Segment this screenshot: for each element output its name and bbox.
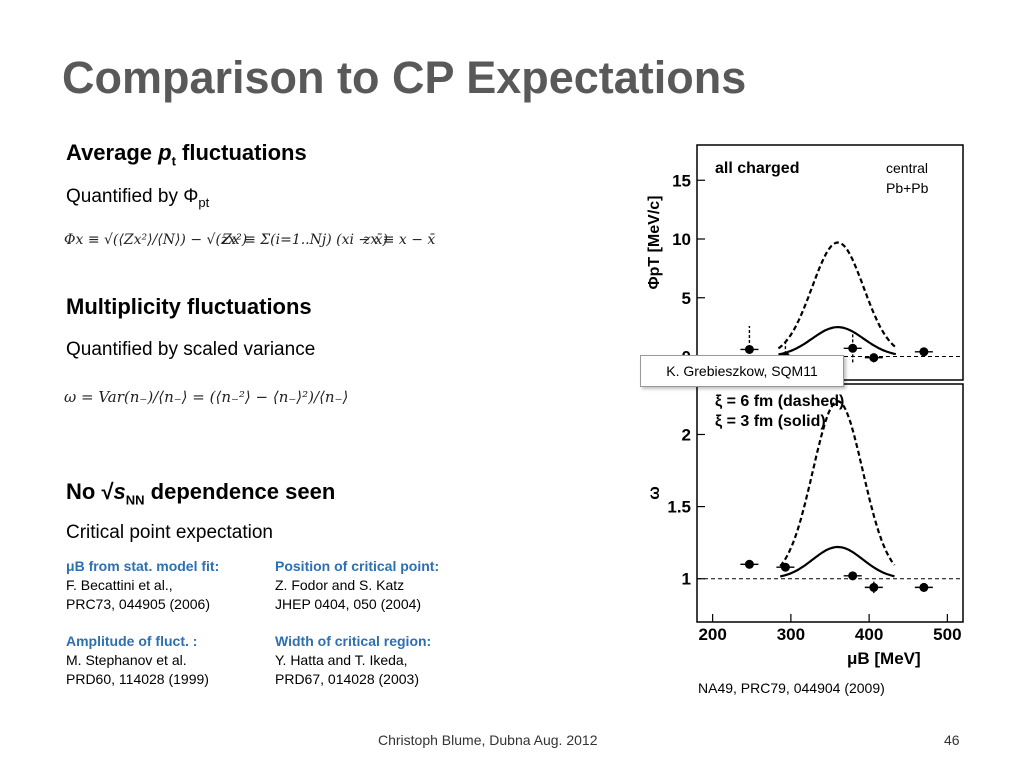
data-point bbox=[919, 582, 929, 592]
reference-line: Y. Hatta and T. Ikeda, bbox=[275, 652, 408, 668]
reference-heading: Width of critical region: bbox=[275, 633, 432, 649]
y-axis-label: ΦpT [MeV/c] bbox=[646, 195, 663, 289]
y-tick-label: 15 bbox=[672, 171, 691, 190]
heading-text: Average bbox=[66, 140, 159, 165]
pt-fluct-heading: Average pt fluctuations bbox=[66, 140, 307, 168]
reference-heading: Position of critical point: bbox=[275, 558, 440, 574]
data-point bbox=[848, 343, 858, 353]
reference-line: JHEP 0404, 050 (2004) bbox=[275, 596, 422, 612]
nodep-heading: No √sNN dependence seen bbox=[66, 479, 335, 507]
page-title: Comparison to CP Expectations bbox=[62, 52, 747, 103]
data-point bbox=[744, 344, 754, 354]
reference-line: PRD60, 114028 (1999) bbox=[66, 671, 209, 687]
x-tick-label: 200 bbox=[698, 625, 726, 644]
pbpb-label: Pb+Pb bbox=[886, 180, 929, 196]
heading-p: p bbox=[158, 140, 172, 165]
heading-text-2: fluctuations bbox=[175, 140, 307, 165]
data-point bbox=[919, 347, 929, 357]
x-tick-label: 500 bbox=[933, 625, 961, 644]
data-point bbox=[744, 559, 754, 569]
reference-line: F. Becattini et al., bbox=[66, 577, 173, 593]
heading-s: s bbox=[113, 479, 126, 504]
curve-solid bbox=[779, 545, 895, 578]
y-tick-label: 2 bbox=[682, 425, 691, 444]
legend-entry: ξ = 6 fm (dashed) bbox=[715, 393, 844, 410]
y-tick-label: 1.5 bbox=[667, 498, 691, 517]
heading-text: No √ bbox=[66, 479, 114, 504]
curve-solid bbox=[778, 325, 897, 356]
data-point bbox=[869, 353, 879, 363]
reference-line: Z. Fodor and S. Katz bbox=[275, 577, 405, 593]
x-axis-label: μB [MeV] bbox=[847, 649, 921, 668]
text-a: Quantified by Φ bbox=[66, 186, 199, 207]
chart-title: all charged bbox=[715, 160, 799, 177]
reference-width: Width of critical region: Y. Hatta and T… bbox=[275, 632, 431, 689]
reference-amplitude: Amplitude of fluct. : M. Stephanov et al… bbox=[66, 632, 209, 689]
reference-line: PRC73, 044905 (2006) bbox=[66, 596, 210, 612]
x-tick-label: 400 bbox=[855, 625, 883, 644]
legend-entry: ξ = 3 fm (solid) bbox=[715, 413, 826, 430]
heading-text-2: dependence seen bbox=[144, 479, 336, 504]
reference-mu-b: μB from stat. model fit: F. Becattini et… bbox=[66, 557, 219, 614]
page-number: 46 bbox=[944, 732, 960, 748]
heading-nn-sub: NN bbox=[125, 492, 145, 508]
reference-critical-point: Position of critical point: Z. Fodor and… bbox=[275, 557, 439, 614]
plot-credit-box: K. Grebieszkow, SQM11 bbox=[640, 355, 844, 387]
data-point bbox=[780, 562, 790, 572]
central-label: central bbox=[886, 160, 929, 176]
zx-small-formula: zx ≡ x − x̄ bbox=[363, 232, 436, 248]
reference-line: PRD67, 014028 (2003) bbox=[275, 671, 419, 687]
mult-fluct-heading: Multiplicity fluctuations bbox=[66, 294, 312, 319]
y-tick-label: 10 bbox=[672, 230, 691, 249]
phi-formula: Φx ≡ √(⟨Zx²⟩/⟨N⟩) − √(zx²) bbox=[64, 232, 248, 248]
y-tick-label: 1 bbox=[682, 570, 691, 589]
zx-formula: Zx ≡ Σ(i=1..Nj) (xi − x̄) bbox=[222, 232, 388, 248]
curve-dashed bbox=[779, 400, 896, 567]
reference-line: M. Stephanov et al. bbox=[66, 652, 187, 668]
text-sub: pt bbox=[198, 194, 210, 210]
reference-heading: Amplitude of fluct. : bbox=[66, 633, 198, 649]
pt-quantified-text: Quantified by Φpt bbox=[66, 186, 209, 210]
plot-citation: NA49, PRC79, 044904 (2009) bbox=[698, 680, 885, 696]
data-point bbox=[848, 571, 858, 581]
y-axis-label: ω bbox=[646, 486, 663, 500]
y-tick-label: 5 bbox=[682, 289, 691, 308]
data-point bbox=[869, 582, 879, 592]
x-tick-label: 300 bbox=[777, 625, 805, 644]
heading-t-sub: t bbox=[171, 153, 176, 169]
omega-formula: ω = Var(n₋)/⟨n₋⟩ = (⟨n₋²⟩ − ⟨n₋⟩²)/⟨n₋⟩ bbox=[64, 388, 349, 406]
footer-author: Christoph Blume, Dubna Aug. 2012 bbox=[378, 732, 598, 748]
cp-expectation-text: Critical point expectation bbox=[66, 522, 273, 543]
curve-dashed bbox=[777, 241, 897, 350]
mult-quantified-text: Quantified by scaled variance bbox=[66, 339, 316, 360]
reference-heading: μB from stat. model fit: bbox=[66, 558, 220, 574]
